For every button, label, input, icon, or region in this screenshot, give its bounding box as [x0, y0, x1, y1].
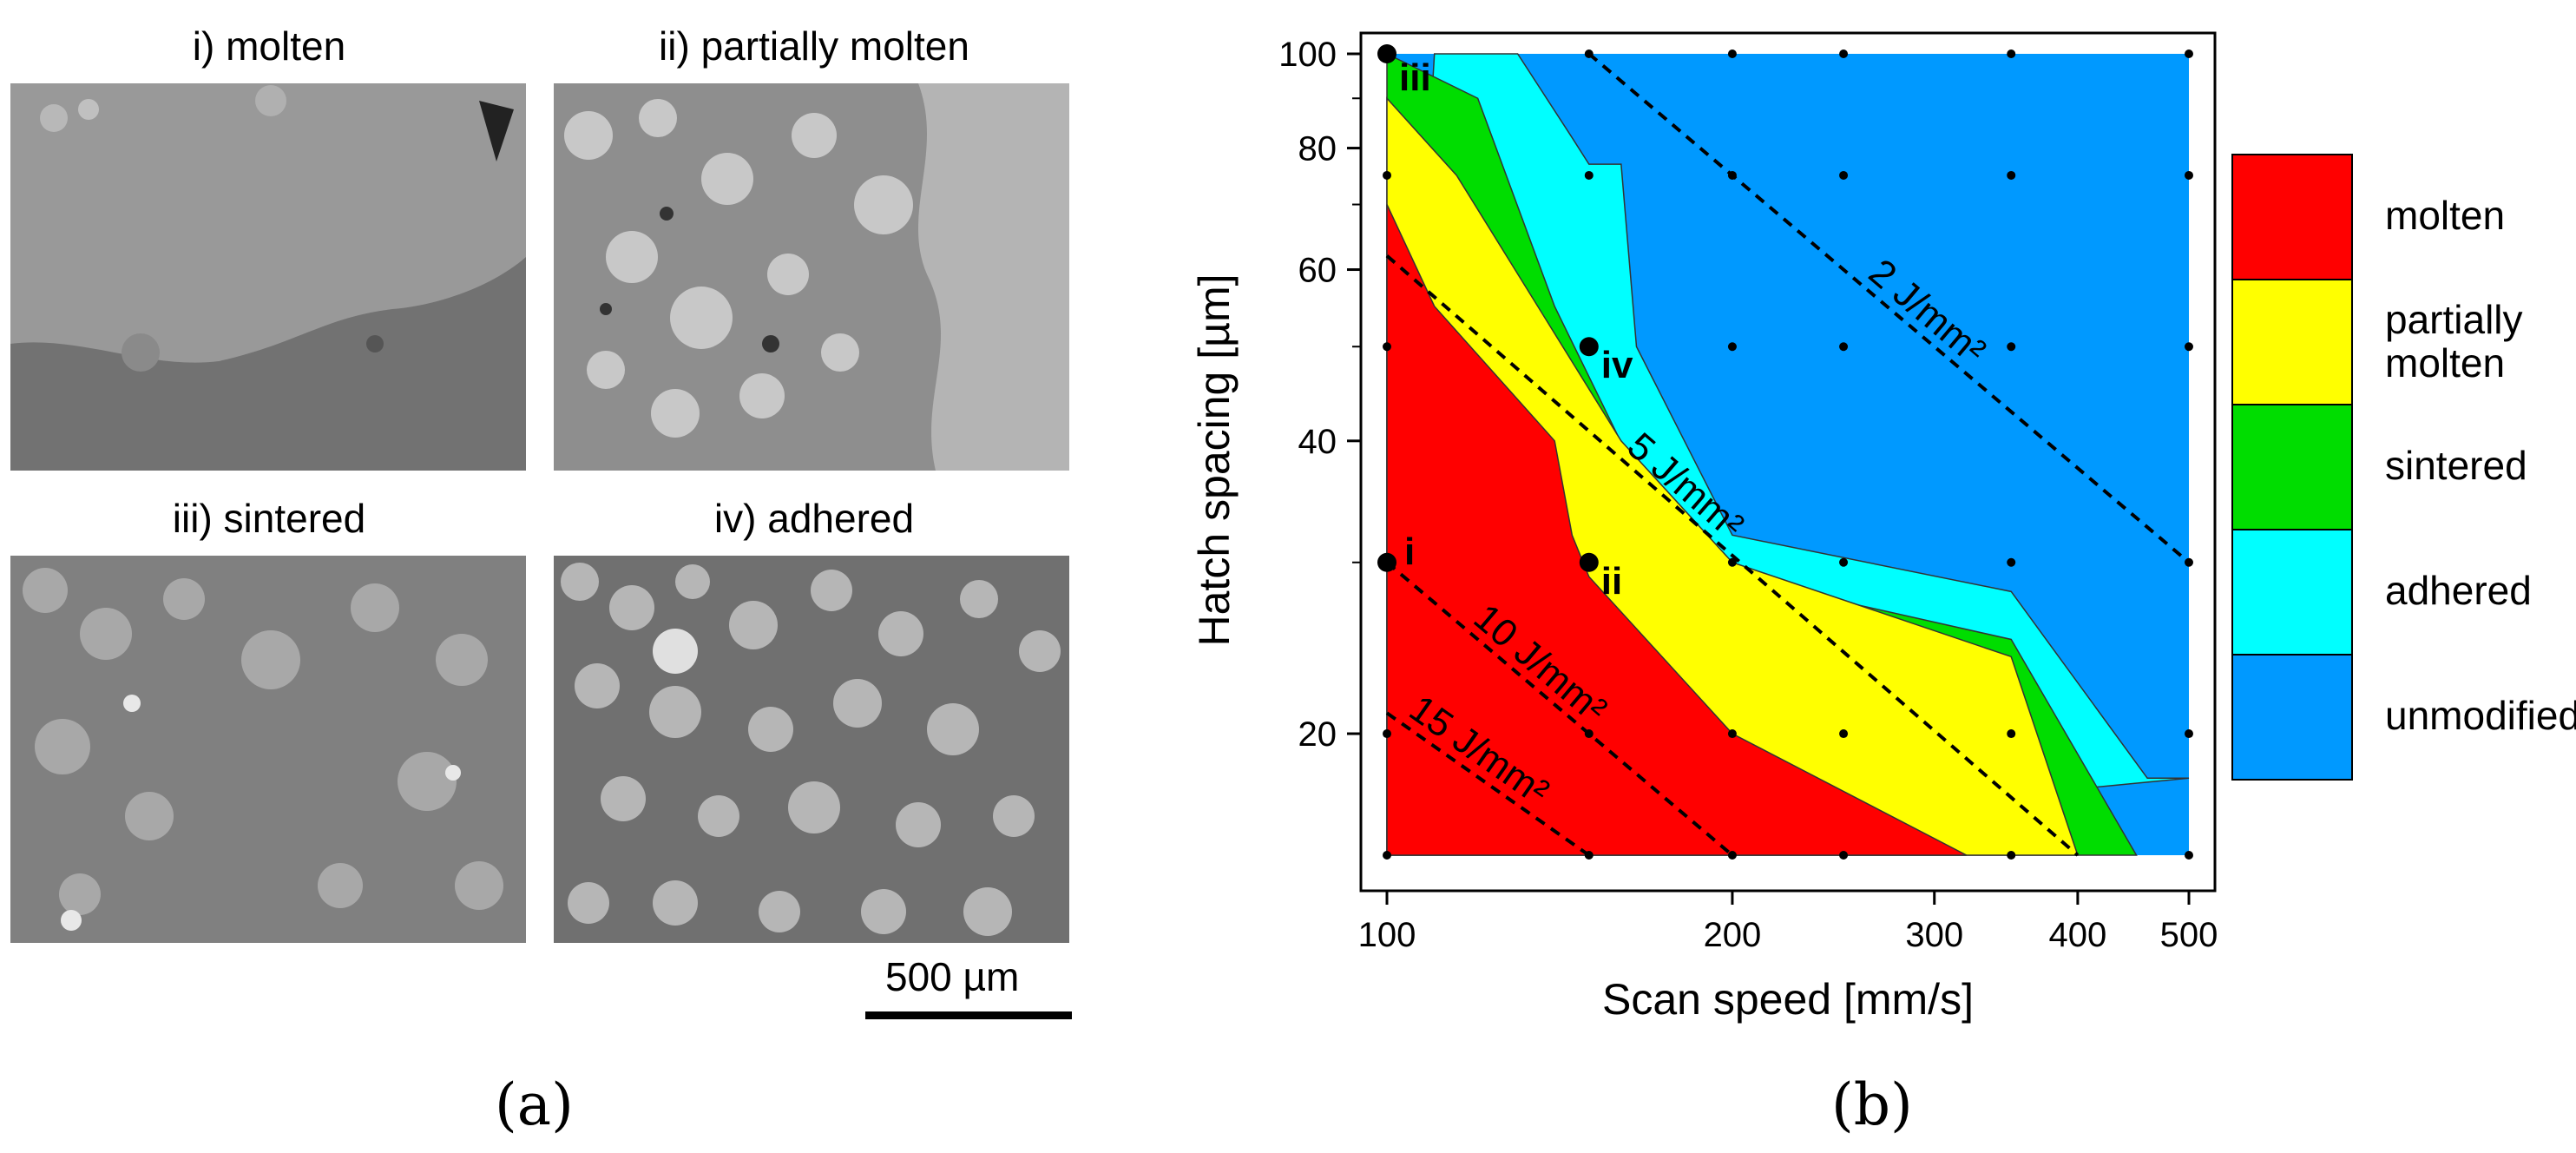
y-tick-label: 100: [1278, 36, 1337, 74]
grid-point: [2185, 851, 2193, 860]
legend: molten partially molten sintered adhered unmo…: [2231, 154, 2576, 781]
y-tick-label: 20: [1298, 715, 1337, 754]
grid-point: [2007, 557, 2016, 567]
y-tick-label: 40: [1298, 423, 1337, 461]
x-tick-label: 300: [1905, 916, 1963, 954]
grid-point: [1584, 170, 1594, 180]
grid-point: [1727, 557, 1737, 567]
sem-image-adhered: [554, 556, 1069, 943]
grid-point: [1383, 851, 1391, 860]
grid-point: [1839, 342, 1849, 352]
marked-point-iii: [1377, 44, 1396, 63]
grid-point: [2185, 557, 2193, 567]
grid-point: [1839, 170, 1849, 180]
marked-label-i: i: [1404, 530, 1415, 573]
grid-point: [1584, 729, 1594, 739]
legend-label-sintered: sintered: [2385, 443, 2527, 488]
panel-a-caption: (a): [495, 1071, 574, 1138]
marked-point-ii: [1579, 552, 1599, 572]
grid-point: [1839, 557, 1849, 567]
iso-line-5-j-mm: [1385, 254, 2080, 857]
sem-title-sintered: iii) sintered: [172, 496, 366, 541]
sem-title-adhered: iv) adhered: [713, 496, 915, 541]
legend-swatch-sintered: [2231, 404, 2353, 530]
legend-swatch-unmodified: [2231, 654, 2353, 781]
panel-b-caption: (b): [1831, 1071, 1913, 1138]
marked-label-iii: iii: [1399, 56, 1431, 99]
y-tick-label: 60: [1298, 252, 1337, 290]
grid-point: [2185, 49, 2193, 58]
grid-point: [1727, 170, 1737, 180]
marked-point-iv: [1579, 337, 1599, 357]
legend-label-unmodified: unmodified: [2385, 693, 2576, 738]
grid-point: [2007, 170, 2016, 180]
x-tick-label: 400: [2049, 916, 2107, 954]
grid-point: [1584, 851, 1594, 860]
grid-point: [1584, 49, 1594, 58]
grid-point: [2007, 342, 2016, 352]
iso-line-15-j-mm: [1385, 711, 1590, 857]
grid-point: [1727, 49, 1737, 58]
grid-points-layer: [1383, 49, 2193, 860]
legend-swatch-partially-molten: [2231, 279, 2353, 405]
grid-point: [1727, 342, 1737, 352]
grid-point: [1383, 170, 1391, 180]
marked-point-i: [1377, 552, 1396, 572]
grid-point: [1839, 729, 1849, 739]
grid-point: [2185, 170, 2193, 180]
x-tick-label: 500: [2160, 916, 2218, 954]
x-tick-label: 100: [1358, 916, 1416, 954]
iso-line-2-j-mm: [1587, 52, 2191, 564]
legend-label-molten: molten: [2385, 193, 2505, 238]
legend-label-adhered: adhered: [2385, 568, 2532, 613]
scale-bar: [865, 1011, 1072, 1019]
iso-line-10-j-mm: [1385, 561, 1734, 857]
sem-title-molten: i) molten: [192, 23, 346, 69]
grid-point: [1839, 851, 1849, 860]
y-axis-label: Hatch spacing [µm]: [1190, 274, 1239, 647]
marked-label-ii: ii: [1601, 560, 1622, 603]
x-tick-label: 200: [1704, 916, 1762, 954]
legend-swatch-molten: [2231, 154, 2353, 280]
y-tick-label: 80: [1298, 130, 1337, 168]
region-molten: [1386, 204, 1968, 856]
axes-layer: 100 200 300 400 500 20 40 60 80 100: [1278, 36, 2218, 954]
grid-point: [2007, 851, 2016, 860]
grid-point: [2185, 729, 2193, 739]
sem-image-molten: [10, 83, 526, 471]
regions-layer: [1386, 52, 2190, 856]
grid-point: [2007, 729, 2016, 739]
legend-label-partially-molten: partially molten: [2385, 297, 2523, 385]
x-axis-label: Scan speed [mm/s]: [1602, 975, 1974, 1024]
grid-point: [1383, 729, 1391, 739]
grid-point: [1727, 729, 1737, 739]
legend-swatch-adhered: [2231, 529, 2353, 656]
sem-image-partially-molten: [554, 83, 1069, 471]
grid-point: [2185, 342, 2193, 352]
sem-image-sintered: [10, 556, 526, 943]
sem-title-partially-molten: ii) partially molten: [659, 23, 969, 69]
grid-point: [1839, 49, 1849, 58]
grid-point: [1383, 342, 1391, 352]
grid-point: [1727, 851, 1737, 860]
scale-bar-label: 500 µm: [885, 954, 1020, 999]
grid-point: [2007, 49, 2016, 58]
plot-frame: [1359, 31, 2217, 893]
marked-label-iv: iv: [1601, 344, 1633, 386]
